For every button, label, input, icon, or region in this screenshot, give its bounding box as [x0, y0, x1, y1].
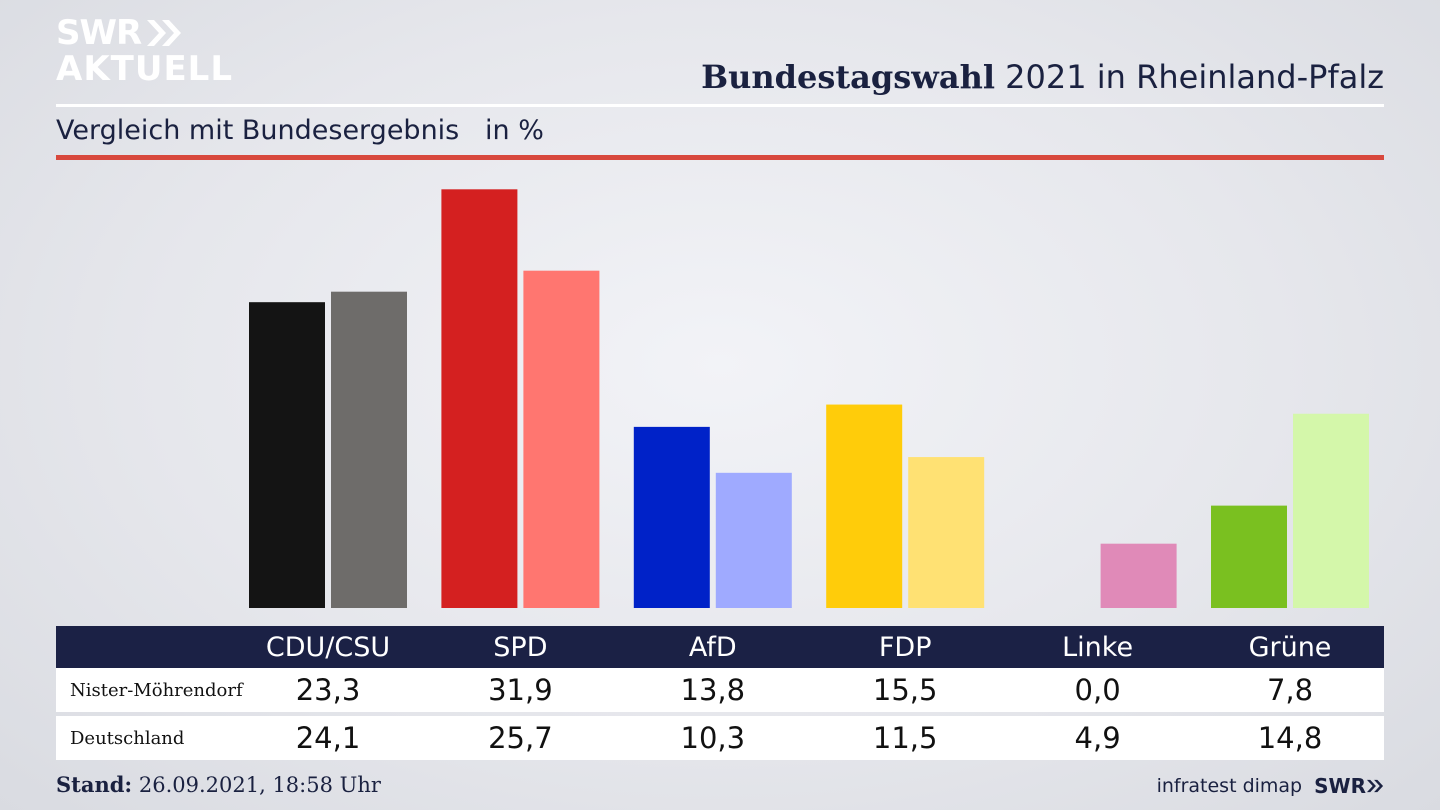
row-label: Nister-Möhrendorf [70, 679, 243, 701]
value-cell: 10,3 [680, 721, 746, 755]
bar-fdp-local [826, 404, 903, 608]
column-header: AfD [688, 631, 737, 663]
timestamp: Stand: 26.09.2021, 18:58 Uhr [56, 772, 381, 797]
bar-grüne-local [1211, 505, 1287, 608]
bar-afd-local [633, 426, 710, 608]
logo-line2: AKTUELL [56, 49, 234, 89]
table-row: Deutschland 24,1 25,7 10,3 11,5 4,9 14,8 [56, 716, 1384, 760]
swr-brand: SWR [1314, 774, 1384, 798]
value-cell: 15,5 [872, 673, 938, 707]
value-cell: 24,1 [295, 721, 361, 755]
value-cell: 25,7 [488, 721, 553, 755]
bar-linke-national [1100, 543, 1177, 608]
row-label: Deutschland [70, 727, 185, 749]
stand-label: Stand: [56, 772, 133, 797]
bar-spd-local [441, 189, 518, 608]
subtitle-divider [56, 155, 1384, 160]
column-header: CDU/CSU [265, 631, 391, 663]
value-cell: 23,3 [295, 673, 361, 707]
bar-spd-national [523, 270, 600, 608]
title-bold: Bundestagswahl [701, 58, 995, 96]
title-rest: 2021 in Rheinland-Pfalz [995, 58, 1384, 96]
value-cell: 11,5 [872, 721, 938, 755]
source-credit: infratest dimap SWR [1157, 774, 1384, 798]
column-header: SPD [493, 631, 548, 663]
value-cell: 13,8 [680, 673, 746, 707]
brand-text: SWR [1314, 774, 1366, 798]
value-cell: 7,8 [1266, 673, 1314, 707]
stand-value: 26.09.2021, 18:58 Uhr [132, 773, 381, 797]
bar-afd-national [715, 472, 792, 608]
column-header: Grüne [1248, 631, 1332, 663]
column-header: FDP [878, 631, 932, 663]
bar-cducsu-national [331, 291, 407, 608]
results-table: CDU/CSU SPD AfD FDP Linke Grüne Nister-Möhren… [56, 626, 1384, 760]
swr-aktuell-logo: SWR AKTUELL [56, 16, 233, 86]
bar-grüne-national [1293, 413, 1369, 608]
header-divider [56, 104, 1384, 107]
value-cell: 14,8 [1257, 721, 1323, 755]
table-header: CDU/CSU SPD AfD FDP Linke Grüne [56, 626, 1384, 668]
table-row: Nister-Möhrendorf 23,3 31,9 13,8 15,5 0,0 7,8 [56, 668, 1384, 712]
bar-cducsu-local [249, 302, 325, 608]
value-cell: 0,0 [1074, 673, 1121, 707]
column-header: Linke [1062, 631, 1134, 663]
double-chevron-icon [1366, 779, 1384, 793]
logo-line1: SWR [56, 13, 142, 53]
page-title: Bundestagswahl 2021 in Rheinland-Pfalz [701, 58, 1384, 96]
chart-subtitle: Vergleich mit Bundesergebnis in % [56, 115, 544, 146]
bar-fdp-national [908, 457, 985, 608]
double-chevron-icon [147, 20, 182, 46]
value-cell: 31,9 [488, 673, 553, 707]
source-text: infratest dimap [1156, 775, 1303, 797]
value-cell: 4,9 [1074, 721, 1121, 755]
